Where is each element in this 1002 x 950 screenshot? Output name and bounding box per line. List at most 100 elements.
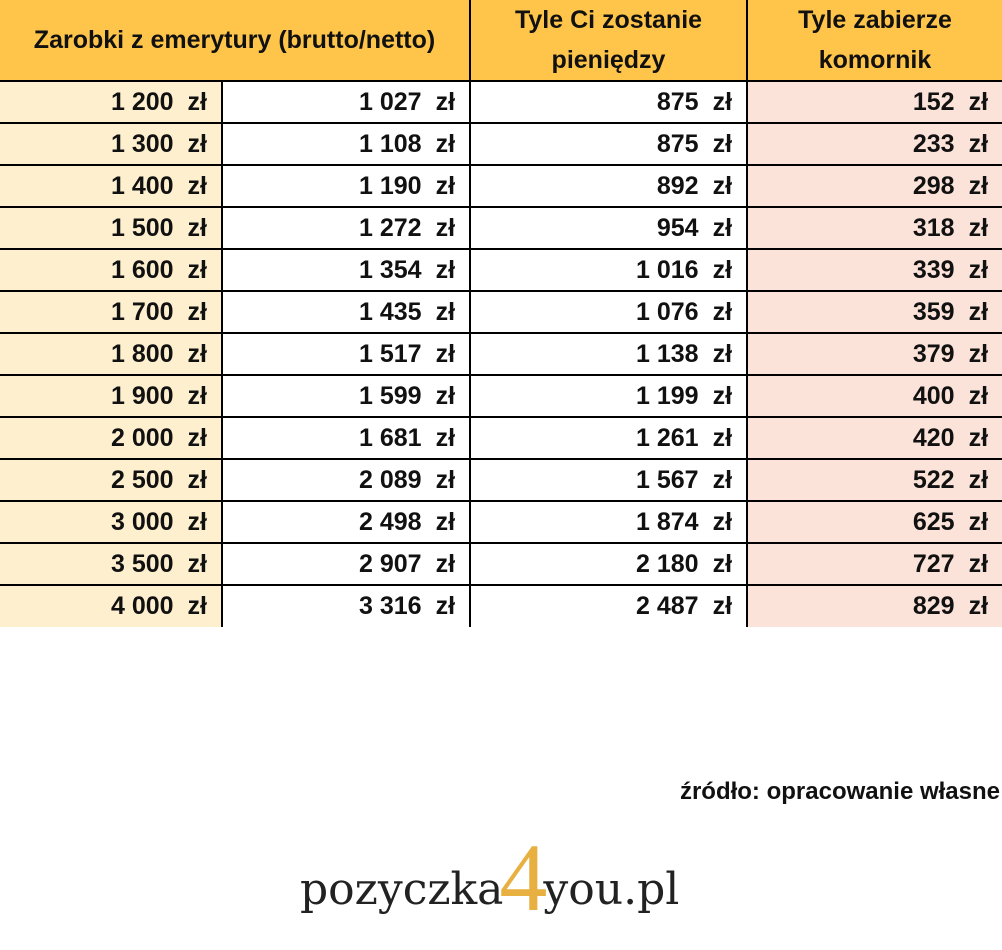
amount-value: 2 907 (359, 549, 422, 578)
header-bailiff-line1: Tyle zabierze (798, 6, 952, 34)
currency-label: zł (435, 129, 456, 158)
cell-net: 1 354 zł (222, 249, 472, 292)
currency-label: zł (187, 465, 207, 494)
currency-label: zł (712, 423, 733, 452)
amount-value: 400 (912, 381, 955, 410)
cell-bailiff: 400 zł (747, 375, 1002, 418)
currency-label: zł (435, 213, 456, 242)
amount-value: 1 567 (636, 465, 699, 494)
amount-value: 359 (912, 297, 955, 326)
amount-value: 233 (912, 129, 955, 158)
cell-remaining: 892 zł (470, 165, 749, 208)
logo-text-right: you.pl (543, 864, 680, 915)
amount-value: 2 487 (636, 592, 699, 620)
amount-value: 318 (912, 213, 955, 242)
currency-label: zł (187, 549, 207, 578)
currency-label: zł (435, 549, 456, 578)
amount-value: 379 (912, 339, 955, 368)
cell-bailiff: 727 zł (747, 543, 1002, 586)
currency-label: zł (712, 129, 733, 158)
amount-value: 1 190 (359, 171, 422, 200)
header-bailiff-takes: Tyle zabierze komornik (747, 0, 1002, 82)
table-row: 1 600 zł 1 354 zł 1 016 zł 339 zł (0, 249, 1002, 292)
amount-value: 1 027 (359, 87, 422, 116)
pension-seizure-table: Zarobki z emerytury (brutto/netto) Tyle … (0, 0, 1002, 627)
amount-value: 420 (912, 423, 955, 452)
amount-value: 1 200 (110, 87, 174, 116)
cell-remaining: 2 180 zł (470, 543, 749, 586)
currency-label: zł (712, 213, 733, 242)
currency-label: zł (435, 507, 456, 536)
currency-label: zł (968, 171, 989, 200)
table-row: 3 500 zł 2 907 zł 2 180 zł 727 zł (0, 543, 1002, 586)
cell-bailiff: 318 zł (747, 207, 1002, 250)
amount-value: 1 300 (110, 129, 174, 158)
amount-value: 1 599 (359, 381, 422, 410)
cell-remaining: 875 zł (470, 123, 749, 166)
cell-bailiff: 233 zł (747, 123, 1002, 166)
amount-value: 2 500 (110, 465, 174, 494)
currency-label: zł (712, 171, 733, 200)
table-row: 3 000 zł 2 498 zł 1 874 zł 625 zł (0, 501, 1002, 544)
amount-value: 2 000 (110, 423, 174, 452)
cell-gross: 1 700 zł (0, 291, 223, 334)
amount-value: 1 874 (636, 507, 699, 536)
currency-label: zł (968, 507, 989, 536)
amount-value: 1 400 (110, 171, 174, 200)
currency-label: zł (968, 423, 989, 452)
cell-remaining: 1 016 zł (470, 249, 749, 292)
cell-net: 2 089 zł (222, 459, 472, 502)
cell-net: 1 108 zł (222, 123, 472, 166)
amount-value: 1 108 (359, 129, 422, 158)
header-pension-gross-net: Zarobki z emerytury (brutto/netto) (0, 0, 472, 82)
currency-label: zł (968, 381, 989, 410)
currency-label: zł (712, 549, 733, 578)
currency-label: zł (968, 592, 989, 620)
amount-value: 339 (912, 255, 955, 284)
currency-label: zł (712, 87, 733, 116)
amount-value: 1 517 (359, 339, 422, 368)
currency-label: zł (712, 592, 733, 620)
cell-gross: 1 900 zł (0, 375, 223, 418)
cell-bailiff: 420 zł (747, 417, 1002, 460)
cell-gross: 1 300 zł (0, 123, 223, 166)
cell-bailiff: 339 zł (747, 249, 1002, 292)
currency-label: zł (968, 465, 989, 494)
currency-label: zł (187, 423, 207, 452)
currency-label: zł (968, 255, 989, 284)
table-row: 1 400 zł 1 190 zł 892 zł 298 zł (0, 165, 1002, 208)
amount-value: 829 (912, 592, 955, 620)
currency-label: zł (712, 255, 733, 284)
cell-remaining: 1 199 zł (470, 375, 749, 418)
amount-value: 892 (656, 171, 699, 200)
cell-net: 1 599 zł (222, 375, 472, 418)
currency-label: zł (187, 297, 207, 326)
currency-label: zł (968, 339, 989, 368)
amount-value: 152 (912, 87, 955, 116)
header-pension-label: Zarobki z emerytury (brutto/netto) (33, 26, 436, 54)
cell-gross: 1 200 zł (0, 81, 223, 124)
cell-net: 2 498 zł (222, 501, 472, 544)
amount-value: 1 600 (110, 255, 174, 284)
table-row: 1 500 zł 1 272 zł 954 zł 318 zł (0, 207, 1002, 250)
amount-value: 1 500 (110, 213, 174, 242)
currency-label: zł (187, 339, 207, 368)
cell-gross: 3 500 zł (0, 543, 223, 586)
currency-label: zł (435, 171, 456, 200)
currency-label: zł (435, 255, 456, 284)
cell-remaining: 954 zł (470, 207, 749, 250)
brand-logo: pozyczka4you.pl (300, 830, 680, 926)
amount-value: 1 681 (359, 423, 422, 452)
amount-value: 4 000 (110, 592, 174, 620)
table-row: 1 900 zł 1 599 zł 1 199 zł 400 zł (0, 375, 1002, 418)
table-row: 1 300 zł 1 108 zł 875 zł 233 zł (0, 123, 1002, 166)
cell-bailiff: 152 zł (747, 81, 1002, 124)
cell-net: 1 681 zł (222, 417, 472, 460)
amount-value: 298 (912, 171, 955, 200)
currency-label: zł (187, 381, 207, 410)
cell-gross: 2 000 zł (0, 417, 223, 460)
amount-value: 522 (912, 465, 955, 494)
cell-net: 1 027 zł (222, 81, 472, 124)
currency-label: zł (187, 213, 207, 242)
amount-value: 727 (912, 549, 955, 578)
